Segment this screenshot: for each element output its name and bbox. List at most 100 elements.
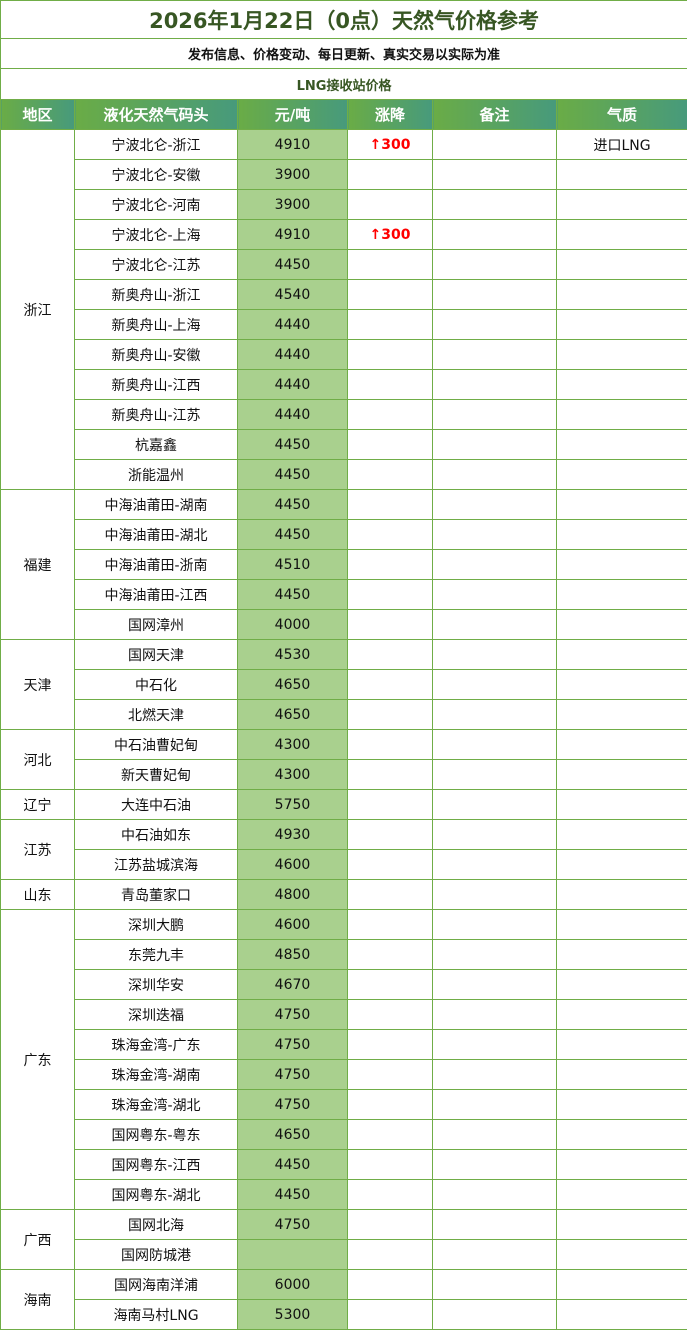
note-cell [432, 369, 557, 400]
table-row: 广西 国网北海 4750 [0, 1209, 687, 1270]
note-cell [432, 549, 557, 580]
region-cell: 福建 [0, 489, 75, 640]
quality-cell [555, 729, 687, 760]
change-cell [347, 1119, 433, 1150]
quality-cell [555, 1269, 687, 1300]
note-cell [432, 459, 557, 490]
change-cell [347, 189, 433, 220]
region-cell: 河北 [0, 729, 75, 790]
note-cell [432, 1269, 557, 1300]
header-terminal: 液化天然气码头 [74, 99, 238, 130]
change-cell [347, 159, 433, 190]
note-cell [432, 969, 557, 1000]
quality-cell [555, 1209, 687, 1240]
table-row: 天津 国网天津 4530 [0, 639, 687, 730]
table-row: 杭嘉鑫 4450 [1, 429, 687, 460]
header-price: 元/吨 [237, 99, 348, 130]
table-row: 宁波北仑-安徽 3900 [1, 159, 687, 190]
table-row: 中石化 4650 [1, 669, 687, 700]
table-row: 新奥舟山-江西 4440 [1, 369, 687, 400]
page-title: 2026年1月22日（0点）天然气价格参考 [0, 0, 687, 39]
price-cell: 4450 [237, 489, 348, 520]
region-cell: 山东 [0, 879, 75, 910]
change-cell [347, 699, 433, 730]
terminal-cell: 国网漳州 [74, 609, 238, 640]
quality-cell [555, 339, 687, 370]
header-change: 涨降 [347, 99, 433, 130]
table-row: 中海油莆田-江西 4450 [1, 579, 687, 610]
table-row: 浙能温州 4450 [1, 459, 687, 490]
quality-cell [555, 279, 687, 310]
change-cell [347, 759, 433, 790]
quality-cell [555, 1029, 687, 1060]
price-cell: 4750 [237, 1089, 348, 1120]
terminal-cell: 深圳大鹏 [74, 909, 238, 940]
quality-cell [555, 789, 687, 820]
price-cell: 4650 [237, 699, 348, 730]
change-cell [347, 579, 433, 610]
price-cell: 4750 [237, 1029, 348, 1060]
price-cell: 4440 [237, 339, 348, 370]
change-cell [347, 489, 433, 520]
terminal-cell: 新奥舟山-上海 [74, 309, 238, 340]
quality-cell [555, 939, 687, 970]
price-cell: 4510 [237, 549, 348, 580]
terminal-cell: 国网粤东-湖北 [74, 1179, 238, 1210]
price-cell: 4600 [237, 849, 348, 880]
table-row: 珠海金湾-湖北 4750 [1, 1089, 687, 1120]
section-title: LNG接收站价格 [0, 68, 687, 100]
note-cell [432, 639, 557, 670]
note-cell [432, 129, 557, 160]
terminal-cell: 中石化 [74, 669, 238, 700]
quality-cell [555, 969, 687, 1000]
price-cell: 5300 [237, 1299, 348, 1330]
note-cell [432, 1299, 557, 1330]
terminal-cell: 中海油莆田-湖北 [74, 519, 238, 550]
change-cell [347, 1149, 433, 1180]
change-cell [347, 669, 433, 700]
region-cell: 广东 [0, 909, 75, 1210]
table-row: 河北 中石油曹妃甸 4300 [0, 729, 687, 790]
terminal-cell: 新奥舟山-浙江 [74, 279, 238, 310]
change-cell [347, 339, 433, 370]
table-row: 宁波北仑-上海 4910 ↑300 [1, 219, 687, 250]
quality-cell [555, 159, 687, 190]
table-row: 珠海金湾-广东 4750 [1, 1029, 687, 1060]
price-cell: 4300 [237, 759, 348, 790]
note-cell [432, 789, 557, 820]
price-cell: 4440 [237, 369, 348, 400]
note-cell [432, 309, 557, 340]
price-cell: 4450 [237, 249, 348, 280]
quality-cell [555, 699, 687, 730]
quality-cell [555, 549, 687, 580]
note-cell [432, 1209, 557, 1240]
quality-cell [555, 1179, 687, 1210]
price-cell: 3900 [237, 159, 348, 190]
change-cell [347, 849, 433, 880]
quality-cell [555, 759, 687, 790]
change-cell [347, 909, 433, 940]
note-cell [432, 279, 557, 310]
region-cell: 天津 [0, 639, 75, 730]
change-cell [347, 459, 433, 490]
price-cell: 4650 [237, 669, 348, 700]
terminal-cell: 国网防城港 [74, 1239, 238, 1270]
terminal-cell: 国网海南洋浦 [74, 1269, 238, 1300]
table-row: 江苏盐城滨海 4600 [1, 849, 687, 880]
note-cell [432, 609, 557, 640]
quality-cell [555, 669, 687, 700]
table-row: 国网粤东-湖北 4450 [1, 1179, 687, 1210]
table-row: 新天曹妃甸 4300 [1, 759, 687, 790]
quality-cell: 进口LNG [555, 129, 687, 160]
quality-cell [555, 309, 687, 340]
table-row: 国网漳州 4000 [1, 609, 687, 640]
quality-cell [555, 429, 687, 460]
terminal-cell: 大连中石油 [74, 789, 238, 820]
quality-cell [555, 639, 687, 670]
price-cell: 4530 [237, 639, 348, 670]
change-cell [347, 429, 433, 460]
header-region: 地区 [0, 99, 75, 130]
terminal-cell: 海南马村LNG [74, 1299, 238, 1330]
price-cell: 4450 [237, 1149, 348, 1180]
quality-cell [555, 1119, 687, 1150]
